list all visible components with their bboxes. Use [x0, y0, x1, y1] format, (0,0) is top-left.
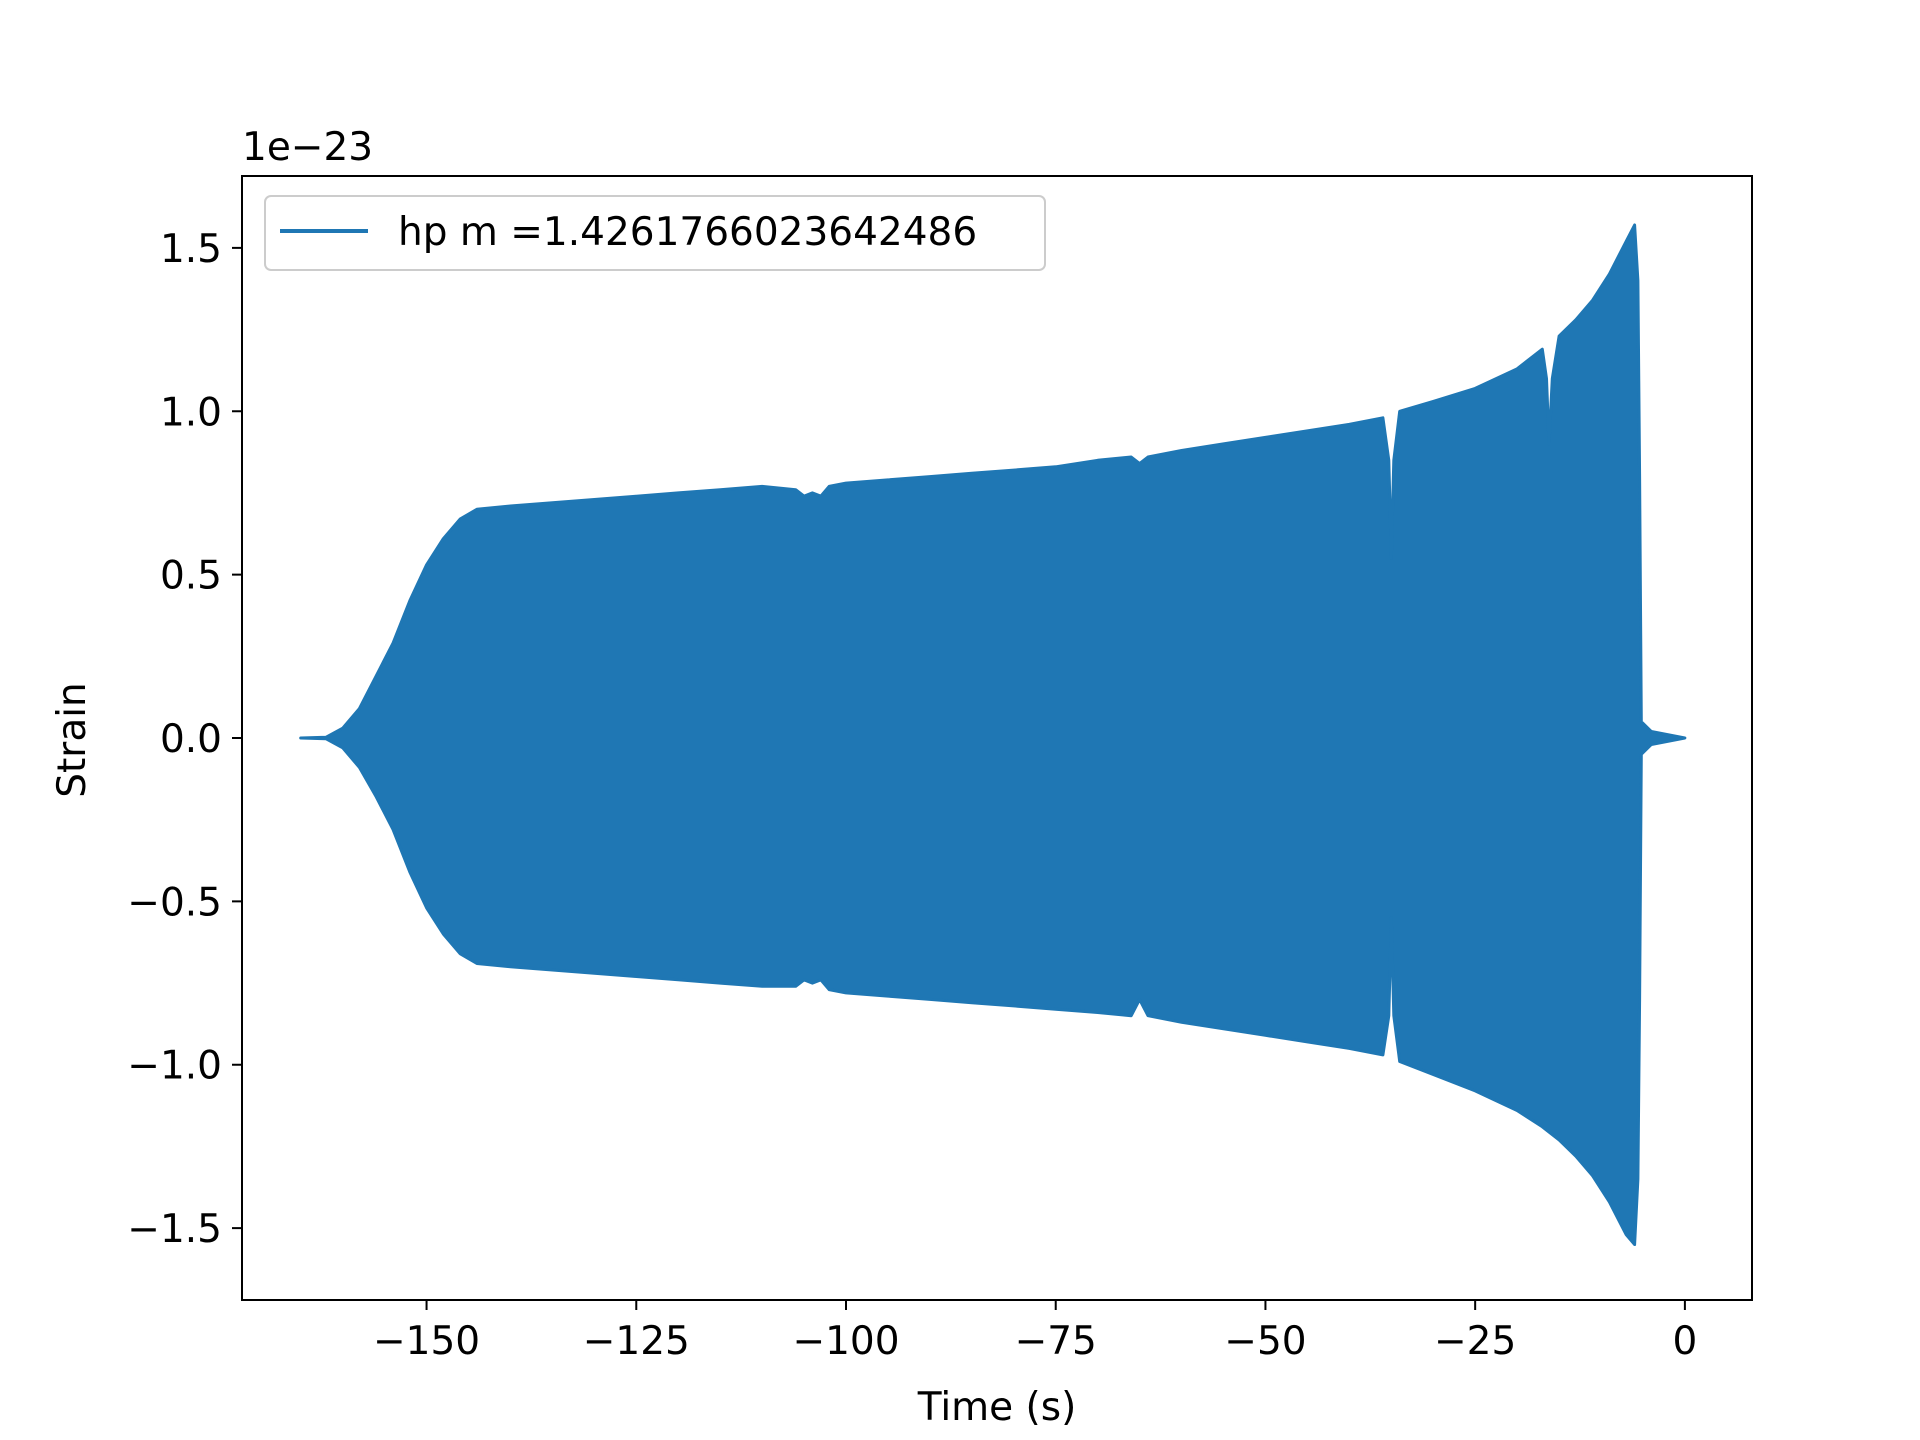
legend: hp m =1.4261766023642486 [264, 195, 1046, 271]
y-tick-label: −1.5 [127, 1207, 222, 1252]
x-tick-label: −25 [1434, 1319, 1516, 1364]
x-axis-label: Time (s) [917, 1385, 1077, 1430]
x-tick-label: −150 [373, 1319, 480, 1364]
x-tick-label: −125 [583, 1319, 690, 1364]
axes-frame [241, 175, 1753, 1301]
y-axis-label: Strain [50, 682, 95, 798]
x-tick-label: −50 [1224, 1319, 1306, 1364]
y-axis-ticks: 1.5 1.0 0.5 0.0 −0.5 −1.0 −1.5 [127, 227, 242, 1252]
y-offset-label: 1e−23 [242, 125, 373, 170]
legend-box [264, 195, 1046, 271]
y-tick-label: 1.5 [160, 227, 222, 272]
y-tick-label: 1.0 [160, 390, 222, 435]
series-hp-waveform [299, 223, 1687, 1246]
y-tick-label: −1.0 [127, 1044, 222, 1089]
y-tick-label: 0.0 [160, 717, 222, 762]
x-axis-ticks: −150 −125 −100 −75 −50 −25 0 [373, 1300, 1697, 1364]
x-tick-label: −75 [1015, 1319, 1097, 1364]
legend-label-hp: hp m =1.4261766023642486 [398, 210, 977, 255]
y-tick-label: −0.5 [127, 880, 222, 925]
y-tick-label: 0.5 [160, 554, 222, 599]
x-tick-label: −100 [792, 1319, 899, 1364]
x-tick-label: 0 [1672, 1319, 1697, 1364]
plot-area [299, 223, 1687, 1246]
